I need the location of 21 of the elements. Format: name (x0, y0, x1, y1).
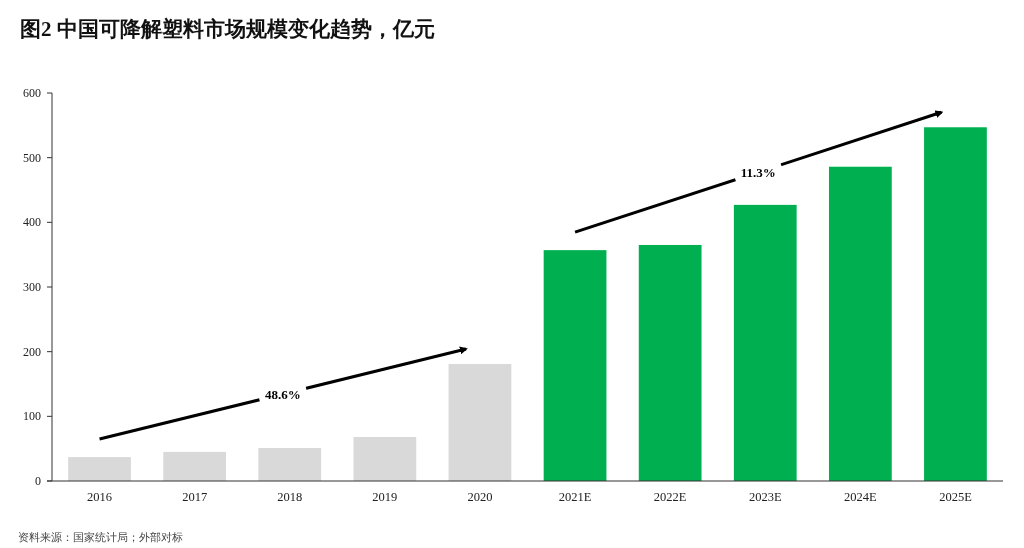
y-tick-label: 200 (23, 344, 41, 359)
text: 资料来源：国家统计局；外部对标 (18, 531, 183, 543)
x-tick-label: 2025E (939, 490, 973, 504)
x-tick-label: 2019 (372, 490, 398, 504)
x-tick-label: 2023E (748, 490, 782, 504)
x-tick-label: 2022E (653, 490, 687, 504)
x-tick-label: 2016 (87, 490, 113, 504)
annotation: 48.6% (264, 387, 301, 403)
y-tick-label: 500 (23, 150, 41, 165)
y-tick-label: 100 (23, 409, 41, 424)
y-tick-label: 600 (23, 86, 41, 100)
y-tick-label: 300 (23, 280, 41, 294)
y-tick-label: 0 (35, 474, 41, 488)
x-tick-label: 2017 (182, 490, 208, 504)
annotation: 11.3% (740, 165, 776, 181)
chart-title: 图2 中国可降解塑料市场规模变化趋势，亿元 (20, 17, 435, 41)
x-tick-label: 2018 (277, 490, 303, 504)
x-tick-label: 2024E (844, 490, 878, 504)
y-tick-label: 400 (23, 215, 41, 230)
x-tick-label: 2021E (558, 490, 592, 504)
x-tick-label: 2020 (467, 490, 493, 504)
